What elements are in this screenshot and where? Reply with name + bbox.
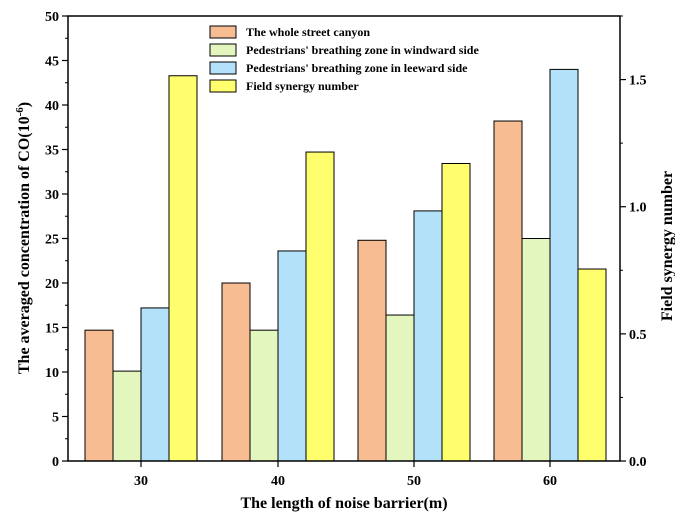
legend-label: Pedestrians' breathing zone in windward … xyxy=(246,43,479,57)
right-tick-label: 0.5 xyxy=(629,328,647,343)
legend-swatch xyxy=(209,79,237,93)
left-axis-ticks: 0 5 10 15 20 25 30 35 40 45 50 xyxy=(45,10,68,470)
left-tick-label: 30 xyxy=(45,188,59,203)
bar-3-40 xyxy=(277,250,307,462)
bar-2-30 xyxy=(112,370,142,462)
legend-swatch xyxy=(209,25,237,39)
x-tick-label: 30 xyxy=(134,474,148,489)
bar-4-50 xyxy=(441,162,471,462)
bar-1-40 xyxy=(221,282,251,462)
left-tick-label: 25 xyxy=(45,233,59,248)
left-tick-label: 20 xyxy=(45,277,59,292)
bar-3-50 xyxy=(413,210,443,462)
right-tick-label: 1.5 xyxy=(629,74,647,89)
y-axis-title-main: The averaged concentration of CO(10 xyxy=(16,116,33,374)
x-tick-label: 60 xyxy=(543,474,557,489)
left-tick-label: 45 xyxy=(45,55,59,70)
left-tick-label: 50 xyxy=(45,10,59,25)
bar-2-60 xyxy=(521,238,551,462)
bar-4-30 xyxy=(168,75,198,462)
y-axis-title-end: ) xyxy=(16,102,33,107)
y-axis-title: The averaged concentration of CO(10-6) xyxy=(14,102,33,374)
y-axis-title-sup: -6 xyxy=(14,107,26,117)
left-tick-label: 15 xyxy=(45,322,59,337)
legend-swatch xyxy=(209,43,237,57)
bar-3-30 xyxy=(140,307,170,462)
legend-label: The whole street canyon xyxy=(246,25,370,39)
left-tick-label: 40 xyxy=(45,99,59,114)
bar-4-60 xyxy=(577,268,607,462)
legend-label: Pedestrians' breathing zone in leeward s… xyxy=(246,61,468,75)
right-tick-label: 1.0 xyxy=(629,201,647,216)
bars-layer xyxy=(84,68,607,462)
left-tick-label: 10 xyxy=(45,366,59,381)
x-tick-label: 40 xyxy=(271,474,285,489)
x-tick-label: 50 xyxy=(407,474,421,489)
right-axis-ticks: 0.0 0.5 1.0 1.5 xyxy=(620,15,647,470)
left-tick-label: 35 xyxy=(45,144,59,159)
left-tick-label: 5 xyxy=(52,411,59,426)
bar-2-50 xyxy=(385,314,415,462)
y2-axis-title: Field synergy number xyxy=(659,171,675,321)
bar-4-40 xyxy=(305,151,335,462)
bar-1-60 xyxy=(493,120,523,462)
legend-swatch xyxy=(209,61,237,75)
bar-1-30 xyxy=(84,329,114,462)
legend: The whole street canyon Pedestrians' brea… xyxy=(209,25,479,93)
left-tick-label: 0 xyxy=(52,455,59,470)
right-tick-label: 0.0 xyxy=(629,455,647,470)
x-axis-title: The length of noise barrier(m) xyxy=(240,495,447,512)
legend-label: Field synergy number xyxy=(246,79,359,93)
x-axis-ticks: 30 40 50 60 xyxy=(134,461,557,489)
bar-1-50 xyxy=(357,239,387,462)
bar-2-40 xyxy=(249,329,279,462)
bar-3-60 xyxy=(549,68,579,462)
